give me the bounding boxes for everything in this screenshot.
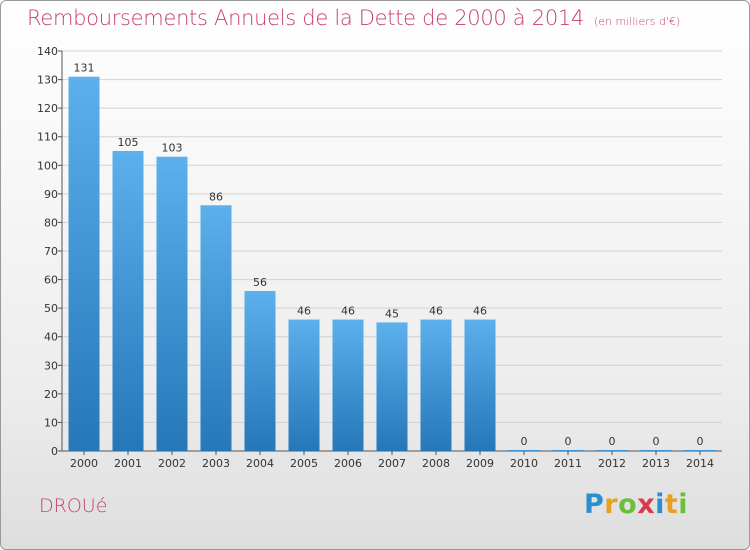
data-label-2008: 46 — [429, 305, 443, 318]
bar-2000 — [68, 76, 100, 451]
data-label-2001: 105 — [118, 136, 139, 149]
y-tick-label: 60 — [44, 274, 58, 287]
x-tick-label-2001: 2001 — [114, 457, 142, 470]
y-tick-label: 50 — [44, 302, 58, 315]
bar-2011 — [552, 450, 584, 451]
bar-2013 — [640, 450, 672, 451]
data-label-2007: 45 — [385, 307, 399, 320]
y-tick-label: 100 — [37, 159, 58, 172]
data-label-2003: 86 — [209, 190, 223, 203]
x-tick-label-2002: 2002 — [158, 457, 186, 470]
data-label-2010: 0 — [521, 435, 528, 448]
data-label-2013: 0 — [653, 435, 660, 448]
commune-name: DROUé — [39, 495, 108, 517]
y-tick-label: 140 — [37, 45, 58, 58]
bar-2014 — [684, 450, 716, 451]
bar-2004 — [244, 291, 276, 451]
data-label-2000: 131 — [74, 62, 95, 75]
y-tick-label: 90 — [44, 188, 58, 201]
y-tick-label: 40 — [44, 331, 58, 344]
y-tick-label: 70 — [44, 245, 58, 258]
y-tick-label: 120 — [37, 102, 58, 115]
bar-2009 — [464, 319, 496, 451]
data-label-2004: 56 — [253, 276, 267, 289]
x-tick-label-2006: 2006 — [334, 457, 362, 470]
y-tick-label: 110 — [37, 131, 58, 144]
data-label-2012: 0 — [609, 435, 616, 448]
x-tick-label-2012: 2012 — [598, 457, 626, 470]
x-tick-label-2005: 2005 — [290, 457, 318, 470]
bar-2006 — [332, 319, 364, 451]
x-tick-label-2004: 2004 — [246, 457, 274, 470]
data-label-2014: 0 — [697, 435, 704, 448]
y-tick-label: 20 — [44, 388, 58, 401]
y-tick-label: 10 — [44, 416, 58, 429]
bar-2012 — [596, 450, 628, 451]
data-label-2011: 0 — [565, 435, 572, 448]
data-label-2009: 46 — [473, 305, 487, 318]
bar-2005 — [288, 319, 320, 451]
bar-2001 — [112, 151, 144, 451]
y-tick-label: 130 — [37, 74, 58, 87]
bar-2002 — [156, 156, 188, 451]
x-tick-label-2007: 2007 — [378, 457, 406, 470]
bar-2007 — [376, 322, 408, 451]
x-tick-label-2014: 2014 — [686, 457, 714, 470]
bars — [68, 76, 716, 451]
y-tick-label: 80 — [44, 216, 58, 229]
chart-title: Remboursements Annuels de la Dette de 20… — [27, 6, 680, 30]
x-tick-label-2008: 2008 — [422, 457, 450, 470]
x-tick-label-2000: 2000 — [70, 457, 98, 470]
x-tick-label-2003: 2003 — [202, 457, 230, 470]
x-tick-label-2010: 2010 — [510, 457, 538, 470]
y-tick-label: 0 — [51, 445, 58, 458]
x-tick-label-2009: 2009 — [466, 457, 494, 470]
x-tick-label-2011: 2011 — [554, 457, 582, 470]
bar-2008 — [420, 319, 452, 451]
chart-unit: (en milliers d'€) — [594, 15, 681, 28]
chart-title-text: Remboursements Annuels de la Dette de 20… — [27, 6, 584, 30]
proxiti-logo: Proxiti — [584, 489, 689, 520]
data-label-2002: 103 — [162, 142, 183, 155]
data-label-2006: 46 — [341, 305, 355, 318]
y-tick-label: 30 — [44, 359, 58, 372]
bar-2010 — [508, 450, 540, 451]
bar-2003 — [200, 205, 232, 451]
labels: 131 2000 105 2001 103 2002 86 2003 56 2004 46 2005 4… — [70, 62, 714, 470]
data-label-2005: 46 — [297, 305, 311, 318]
x-tick-label-2013: 2013 — [642, 457, 670, 470]
